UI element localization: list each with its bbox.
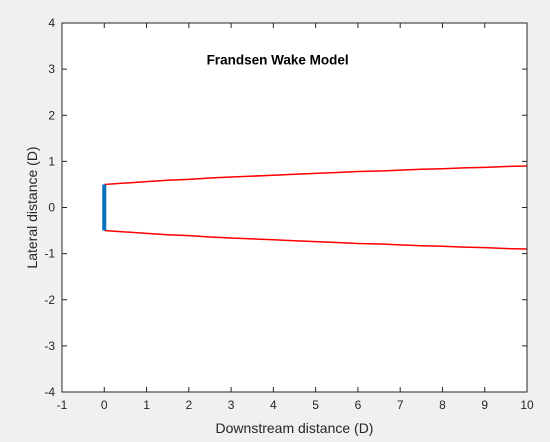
series-layer: [102, 165, 528, 250]
x-tick-label: 7: [397, 398, 404, 412]
x-axis-label: Downstream distance (D): [216, 420, 374, 436]
y-tick-label: 0: [48, 201, 55, 215]
y-tick-label: 3: [48, 62, 55, 76]
y-tick-label: -2: [44, 293, 55, 307]
x-tick-label: 1: [143, 398, 150, 412]
x-tick-label: 9: [481, 398, 488, 412]
x-tick-label: 10: [520, 398, 534, 412]
y-tick-label: 2: [48, 108, 55, 122]
x-tick-label: 4: [270, 398, 277, 412]
wake-boundary-line-1: [104, 165, 528, 186]
y-tick-label: 1: [48, 154, 55, 168]
plot-area: [62, 23, 527, 392]
x-tick-label: 2: [185, 398, 192, 412]
chart-annotation: Frandsen Wake Model: [207, 53, 349, 68]
x-tick-label: 5: [312, 398, 319, 412]
wake-boundary-line-2: [104, 229, 528, 250]
x-tick-label: 3: [228, 398, 235, 412]
y-tick-label: -3: [44, 339, 55, 353]
x-tick-label: 0: [101, 398, 108, 412]
x-tick-label: -1: [57, 398, 68, 412]
y-tick-label: 4: [48, 16, 55, 30]
x-tick-label: 6: [355, 398, 362, 412]
y-tick-label: -4: [44, 385, 55, 399]
y-axis-label: Lateral distance (D): [24, 146, 40, 268]
x-tick-label: 8: [439, 398, 446, 412]
y-tick-label: -1: [44, 247, 55, 261]
ticks-layer: -1 0 1 2 3 4 5 6 7 8 9 10 -4 -3 -2 -1 0 1 2 3 4: [44, 16, 534, 412]
